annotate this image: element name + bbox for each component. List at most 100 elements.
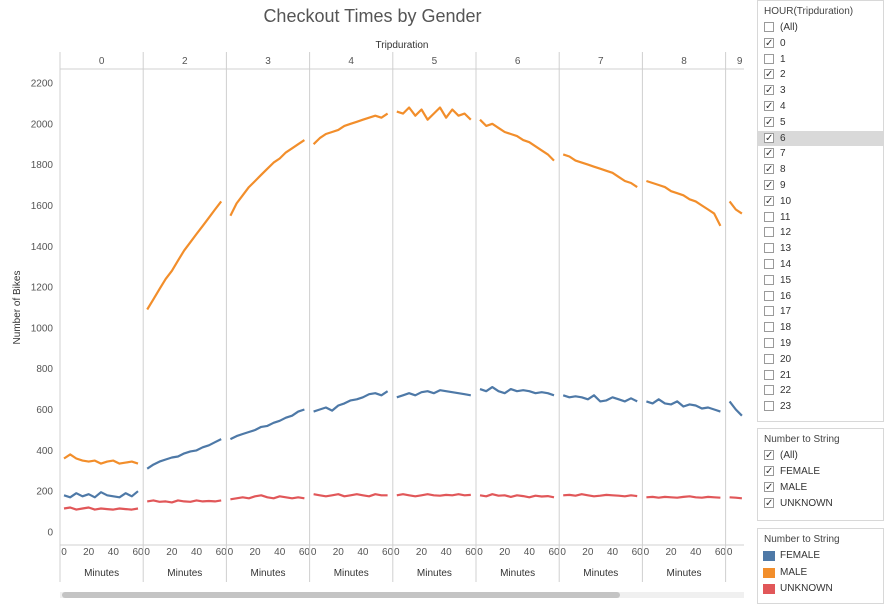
hour-filter-item-label: 0: [780, 37, 786, 49]
checkbox[interactable]: ✓: [764, 498, 774, 509]
hour-filter-item-label: 13: [780, 243, 792, 255]
hour-filter-item[interactable]: ✓ 2: [758, 67, 883, 83]
hour-filter-item[interactable]: 12: [758, 225, 883, 241]
checkbox[interactable]: [764, 369, 774, 380]
x-tick-label: 40: [108, 547, 120, 558]
checkbox[interactable]: ✓: [764, 148, 774, 160]
hour-filter-item-label: 5: [780, 116, 786, 128]
checkbox[interactable]: ✓: [764, 132, 774, 144]
checkbox[interactable]: ✓: [764, 164, 774, 176]
hour-filter-item[interactable]: ✓ 7: [758, 146, 883, 162]
x-tick-label: 20: [166, 547, 178, 558]
gender-filter-item[interactable]: ✓ FEMALE: [758, 464, 883, 480]
checkbox[interactable]: ✓: [764, 85, 774, 97]
x-tick-label: 20: [749, 547, 750, 558]
hour-filter-item[interactable]: 23: [758, 399, 883, 415]
x-axis-label: Minutes: [84, 568, 119, 579]
legend-item[interactable]: UNKNOWN: [758, 581, 883, 598]
checkbox[interactable]: [764, 53, 774, 64]
y-tick-label: 1400: [31, 242, 54, 253]
series-line-unknown: [563, 493, 638, 498]
x-tick-label: 60: [548, 547, 560, 558]
hour-filter-item[interactable]: ✓ 5: [758, 115, 883, 131]
hour-filter-item[interactable]: 11: [758, 210, 883, 226]
x-tick-label: 20: [333, 547, 345, 558]
hour-filter-item[interactable]: 15: [758, 273, 883, 289]
checkbox[interactable]: ✓: [764, 69, 774, 81]
hour-filter-item[interactable]: ✓ 4: [758, 99, 883, 115]
hour-filter-item[interactable]: 20: [758, 352, 883, 368]
horizontal-scrollbar-thumb[interactable]: [62, 592, 620, 598]
checkbox[interactable]: ✓: [764, 116, 774, 128]
y-tick-label: 800: [36, 364, 53, 375]
hour-filter-item[interactable]: ✓ 10: [758, 194, 883, 210]
hour-filter-item[interactable]: 17: [758, 304, 883, 320]
hour-filter-item[interactable]: ✓ 9: [758, 178, 883, 194]
hour-filter-item-label: 11: [780, 211, 791, 223]
hour-filter-item-label: 6: [780, 132, 786, 144]
y-tick-label: 600: [36, 405, 53, 416]
x-axis-label: Minutes: [417, 568, 452, 579]
hour-filter-item-label: 21: [780, 369, 792, 381]
checkbox[interactable]: [764, 401, 774, 412]
color-legend-panel: Number to String FEMALE MALE UNKNOWN: [757, 528, 884, 604]
x-tick-label: 60: [299, 547, 311, 558]
checkbox[interactable]: [764, 243, 774, 254]
hour-filter-item-label: 8: [780, 164, 786, 176]
hour-filter-item[interactable]: 19: [758, 336, 883, 352]
series-line-female: [63, 490, 139, 499]
checkbox[interactable]: [764, 274, 774, 285]
hour-filter-item-label: 20: [780, 353, 792, 365]
checkbox[interactable]: ✓: [764, 450, 774, 461]
column-header: Tripduration: [376, 40, 429, 51]
series-line-unknown: [230, 494, 305, 501]
gender-filter-item[interactable]: ✓ UNKNOWN: [758, 496, 883, 512]
legend-item[interactable]: MALE: [758, 565, 883, 582]
panel-header-label: 4: [348, 56, 354, 67]
checkbox[interactable]: [764, 337, 774, 348]
checkbox[interactable]: [764, 211, 774, 222]
x-axis-label: Minutes: [666, 568, 701, 579]
legend-item-label: UNKNOWN: [780, 583, 833, 594]
y-tick-label: 2000: [31, 119, 54, 130]
y-tick-label: 400: [36, 446, 53, 457]
hour-filter-item[interactable]: (All): [758, 20, 883, 36]
checkbox[interactable]: ✓: [764, 37, 774, 49]
hour-filter-item[interactable]: ✓ 3: [758, 83, 883, 99]
checkbox[interactable]: [764, 290, 774, 301]
y-tick-label: 1200: [31, 283, 54, 294]
hour-filter-item[interactable]: ✓ 6: [758, 130, 883, 147]
hour-filter-item[interactable]: 1: [758, 52, 883, 68]
gender-filter-item[interactable]: ✓ (All): [758, 448, 883, 464]
legend-item[interactable]: FEMALE: [758, 548, 883, 565]
checkbox[interactable]: [764, 385, 774, 396]
checkbox[interactable]: [764, 227, 774, 238]
hour-filter-item[interactable]: 22: [758, 383, 883, 399]
legend-swatch: [763, 551, 775, 561]
hour-filter-item[interactable]: ✓ 8: [758, 162, 883, 178]
hour-filter-item[interactable]: 21: [758, 368, 883, 384]
hour-filter-item[interactable]: 18: [758, 320, 883, 336]
hour-filter-item[interactable]: 16: [758, 289, 883, 305]
gender-filter-item-label: MALE: [780, 482, 808, 493]
checkbox[interactable]: [764, 22, 774, 32]
gender-filter-item-label: (All): [780, 450, 798, 461]
checkbox[interactable]: ✓: [764, 195, 774, 207]
checkbox[interactable]: ✓: [764, 179, 774, 191]
hour-filter-item[interactable]: 13: [758, 241, 883, 257]
gender-filter-item[interactable]: ✓ MALE: [758, 480, 883, 496]
x-tick-label: 60: [132, 547, 144, 558]
legend-swatch: [763, 567, 775, 578]
checkbox[interactable]: ✓: [764, 100, 774, 112]
series-line-unknown: [729, 496, 743, 500]
checkbox[interactable]: [764, 306, 774, 317]
checkbox[interactable]: [764, 258, 774, 269]
hour-filter-item[interactable]: ✓ 0: [758, 36, 883, 52]
hour-filter-item[interactable]: 14: [758, 257, 883, 273]
checkbox[interactable]: [764, 322, 774, 333]
checkbox[interactable]: [764, 353, 774, 364]
checkbox[interactable]: ✓: [764, 482, 774, 493]
y-tick-label: 1000: [31, 323, 54, 334]
checkbox[interactable]: ✓: [764, 466, 774, 477]
x-tick-label: 0: [477, 547, 483, 558]
